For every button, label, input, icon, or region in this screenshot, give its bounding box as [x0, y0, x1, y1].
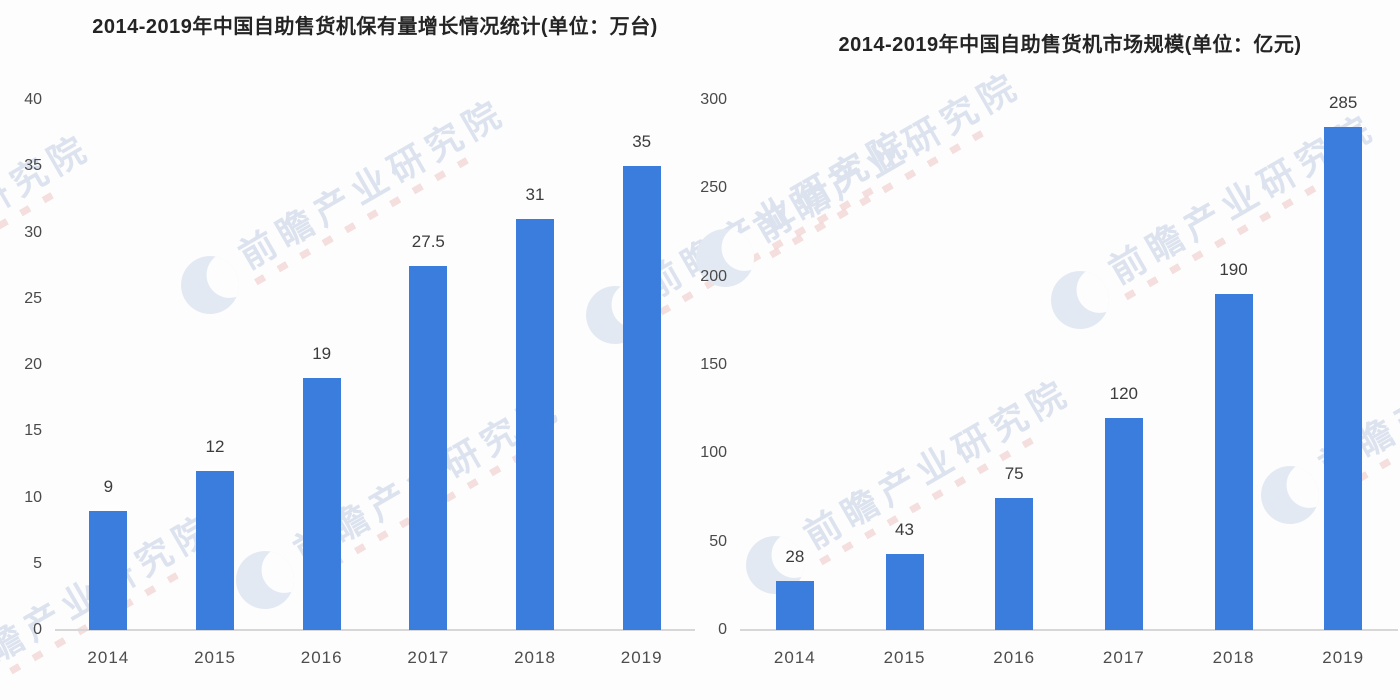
- bar-2015: [196, 471, 234, 630]
- y-axis-tick-label: 15: [24, 422, 42, 440]
- bar-value-label: 12: [205, 437, 225, 456]
- x-axis-tick-label: 2017: [407, 648, 450, 667]
- x-axis-tick-label: 2015: [194, 648, 236, 667]
- x-axis-tick-label: 2016: [993, 648, 1036, 667]
- y-axis-tick-label: 100: [700, 444, 727, 462]
- x-axis-tick-label: 2018: [1212, 648, 1255, 667]
- y-axis-tick-label: 250: [700, 179, 727, 197]
- y-axis-tick-label: 200: [700, 267, 727, 285]
- y-axis-tick-label: 35: [24, 157, 42, 175]
- y-axis-tick-label: 25: [24, 289, 42, 307]
- chart-left-title: 2014-2019年中国自助售货机保有量增长情况统计(单位：万台): [92, 16, 658, 38]
- watermark-logo-icon: [1250, 455, 1330, 535]
- y-axis-tick-label: 10: [24, 488, 42, 506]
- y-axis-tick-label: 20: [24, 356, 42, 373]
- bar-2018: [1214, 294, 1253, 630]
- bar-2014: [89, 510, 128, 630]
- bar-value-label: 19: [312, 344, 332, 364]
- watermark-unit: 前瞻产业研究院: [685, 62, 1035, 298]
- bar-2016: [995, 497, 1034, 630]
- bar-value-label: 28: [785, 546, 805, 566]
- x-axis-line: [740, 629, 1398, 631]
- watermark-subtext-marks: [659, 185, 877, 316]
- y-axis-tick-label: 150: [700, 356, 727, 373]
- bar-2014: [775, 580, 814, 630]
- bar-value-label: 190: [1219, 260, 1248, 280]
- y-axis-tick-label: 50: [709, 532, 727, 550]
- y-axis-tick-label: 5: [33, 554, 42, 572]
- y-axis-tick-label: 40: [24, 91, 42, 108]
- x-axis-tick-label: 2017: [1102, 648, 1145, 667]
- bar-value-label: 120: [1109, 384, 1139, 403]
- bar-2019: [622, 166, 661, 630]
- bar-value-label: 285: [1328, 92, 1358, 112]
- watermark-body: 前瞻产业研究院: [747, 63, 1034, 259]
- bar-2015: [885, 554, 924, 630]
- bar-2017: [1104, 418, 1143, 630]
- bar-2017: [409, 265, 448, 630]
- watermark-unit: 前瞻产业研究院: [170, 89, 520, 325]
- x-axis-tick-label: 2016: [300, 648, 343, 667]
- bar-2019: [1324, 126, 1363, 630]
- y-axis-tick-label: 0: [33, 621, 42, 638]
- watermark-body: 前瞻产业研究院: [232, 91, 519, 286]
- bar-value-label: 31: [525, 185, 545, 205]
- chart-right-title: 2014-2019年中国自助售货机市场规模(单位：亿元): [838, 34, 1302, 56]
- x-axis-line: [55, 629, 695, 631]
- watermark-subtext-marks: [769, 128, 987, 259]
- x-axis-tick-label: 2019: [620, 648, 663, 667]
- bar-value-label: 27.5: [411, 231, 445, 251]
- x-axis-tick-label: 2015: [883, 648, 926, 667]
- watermark-logo-icon: [170, 245, 250, 325]
- bar-2018: [516, 219, 554, 630]
- x-axis-tick-label: 2019: [1322, 648, 1365, 667]
- watermark-text: 前瞻产业研究院: [747, 63, 1029, 250]
- bar-value-label: 35: [632, 132, 652, 152]
- x-axis-tick-label: 2014: [773, 648, 816, 667]
- bar-value-label: 75: [1004, 463, 1024, 483]
- bar-2016: [302, 378, 341, 630]
- x-axis-tick-label: 2018: [514, 648, 556, 667]
- y-axis-tick-label: 300: [700, 91, 727, 108]
- bar-value-label: 43: [895, 520, 914, 540]
- bar-value-label: 9: [103, 476, 114, 496]
- watermark-logo-icon: [225, 540, 305, 620]
- x-axis-tick-label: 2014: [87, 648, 130, 667]
- watermark-logo-icon: [1040, 260, 1120, 340]
- y-axis-tick-label: 30: [24, 223, 42, 241]
- y-axis-tick-label: 0: [718, 621, 727, 638]
